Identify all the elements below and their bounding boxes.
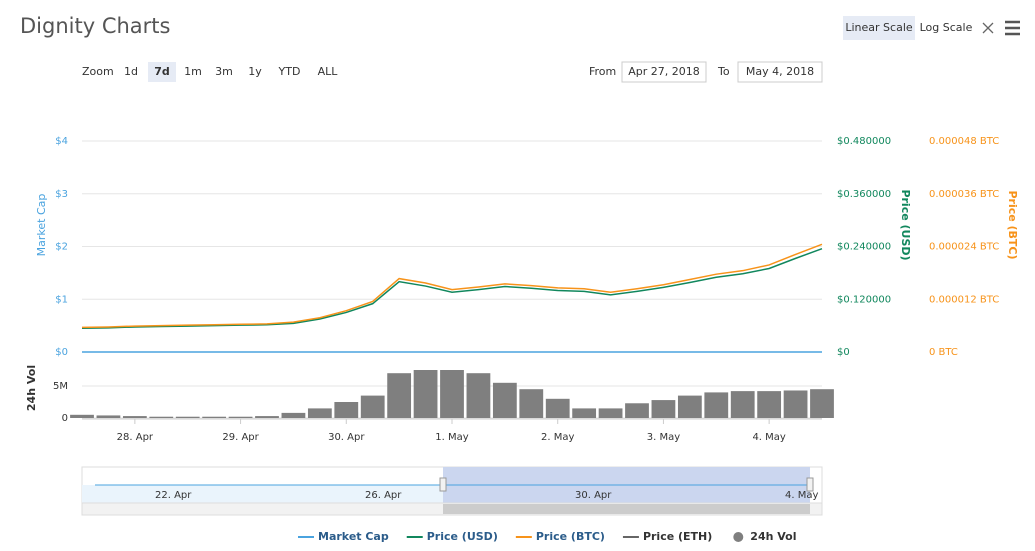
volume-bar	[387, 373, 412, 418]
y-tick-label: $4	[55, 136, 68, 147]
to-label: To	[717, 65, 730, 78]
volume-bar	[466, 373, 491, 418]
volume-bar	[572, 408, 597, 418]
zoom-button[interactable]: YTD	[278, 65, 301, 78]
y-tick-label: $0	[55, 347, 68, 358]
volume-bar	[334, 402, 359, 418]
y2-tick-label: $0.360000	[837, 189, 891, 200]
y3-tick-label: 0.000024 BTC	[929, 242, 999, 253]
volume-bar	[413, 370, 438, 418]
yvol-tick-label: 0	[62, 413, 68, 424]
log-scale-label[interactable]: Log Scale	[920, 21, 973, 34]
y3-tick-label: 0 BTC	[929, 347, 958, 358]
volume-bar	[175, 416, 200, 418]
volume-bar	[651, 400, 676, 418]
linear-scale-label[interactable]: Linear Scale	[845, 21, 913, 34]
volume-bar	[281, 412, 306, 418]
legend-marker	[733, 532, 744, 542]
volume-bar	[783, 390, 808, 418]
navigator-series-area	[82, 485, 443, 503]
x-tick-label: 28. Apr	[117, 432, 154, 443]
x-tick-label: 30. Apr	[328, 432, 365, 443]
x-tick-label: 3. May	[647, 432, 680, 443]
axis-title: 24h Vol	[25, 365, 38, 411]
legend-item[interactable]: Price (BTC)	[536, 530, 605, 543]
zoom-button[interactable]: 1d	[124, 65, 138, 78]
axis-title: Price (USD)	[899, 189, 912, 260]
navigator-label: 4. May	[785, 490, 818, 501]
zoom-button[interactable]: 1m	[184, 65, 202, 78]
navigator-label: 30. Apr	[575, 490, 612, 501]
from-value[interactable]: Apr 27, 2018	[628, 65, 700, 78]
volume-bar	[440, 370, 464, 418]
volume-bar	[545, 398, 570, 418]
volume-bar	[360, 395, 385, 418]
y-tick-label: $3	[55, 189, 68, 200]
volume-bar	[757, 391, 782, 418]
zoom-label: Zoom	[82, 65, 114, 78]
to-value[interactable]: May 4, 2018	[746, 65, 814, 78]
volume-bar	[625, 403, 649, 418]
menu-icon[interactable]	[1005, 20, 1020, 36]
y-tick-label: $2	[55, 242, 68, 253]
volume-bar	[96, 415, 121, 418]
y3-tick-label: 0.000012 BTC	[929, 294, 999, 305]
series-line	[81, 243, 823, 329]
zoom-button-active[interactable]	[148, 62, 176, 82]
x-tick-label: 2. May	[541, 432, 574, 443]
navigator-label: 22. Apr	[155, 490, 192, 501]
volume-bar	[70, 414, 94, 418]
volume-bar	[149, 416, 174, 418]
zoom-button[interactable]: 1y	[248, 65, 262, 78]
volume-bar	[122, 416, 147, 418]
axis-title: Price (BTC)	[1006, 190, 1019, 259]
volume-bar	[730, 391, 755, 418]
y2-tick-label: $0.240000	[837, 242, 891, 253]
volume-bar	[598, 408, 623, 418]
x-tick-label: 29. Apr	[222, 432, 259, 443]
volume-bar	[255, 416, 279, 418]
volume-bar	[704, 392, 729, 418]
zoom-button[interactable]: 3m	[215, 65, 233, 78]
y3-tick-label: 0.000036 BTC	[929, 189, 999, 200]
volume-bar	[810, 389, 834, 418]
legend-item[interactable]: Market Cap	[318, 530, 389, 543]
navigator-handle[interactable]	[806, 477, 814, 492]
series-line	[81, 247, 823, 330]
linear-scale-button[interactable]	[843, 16, 915, 40]
yvol-tick-label: 5M	[53, 381, 68, 392]
zoom-button[interactable]: 7d	[154, 65, 170, 78]
volume-bar	[307, 408, 332, 418]
y3-tick-label: 0.000048 BTC	[929, 136, 999, 147]
y-tick-label: $1	[55, 294, 68, 305]
x-tick-label: 1. May	[435, 432, 468, 443]
legend-item[interactable]: 24h Vol	[750, 530, 796, 543]
navigator-label: 26. Apr	[365, 490, 402, 501]
fullscreen-icon[interactable]	[982, 22, 994, 34]
scrollbar-thumb[interactable]	[443, 504, 810, 514]
y2-tick-label: $0	[837, 347, 850, 358]
from-input[interactable]	[621, 61, 707, 83]
volume-bar	[202, 416, 227, 418]
legend-item[interactable]: Price (ETH)	[643, 530, 712, 543]
volume-bar	[228, 416, 253, 418]
axis-title: Market Cap	[35, 194, 48, 257]
from-label: From	[589, 65, 616, 78]
y2-tick-label: $0.120000	[837, 294, 891, 305]
zoom-button[interactable]: ALL	[318, 65, 339, 78]
to-input[interactable]	[737, 61, 823, 83]
page-title: Dignity Charts	[20, 14, 170, 38]
volume-bar	[492, 382, 517, 418]
y2-tick-label: $0.480000	[837, 136, 891, 147]
navigator-handle[interactable]	[439, 477, 447, 492]
x-tick-label: 4. May	[752, 432, 785, 443]
volume-bar	[677, 395, 702, 418]
volume-bar	[519, 389, 544, 418]
legend-item[interactable]: Price (USD)	[427, 530, 498, 543]
